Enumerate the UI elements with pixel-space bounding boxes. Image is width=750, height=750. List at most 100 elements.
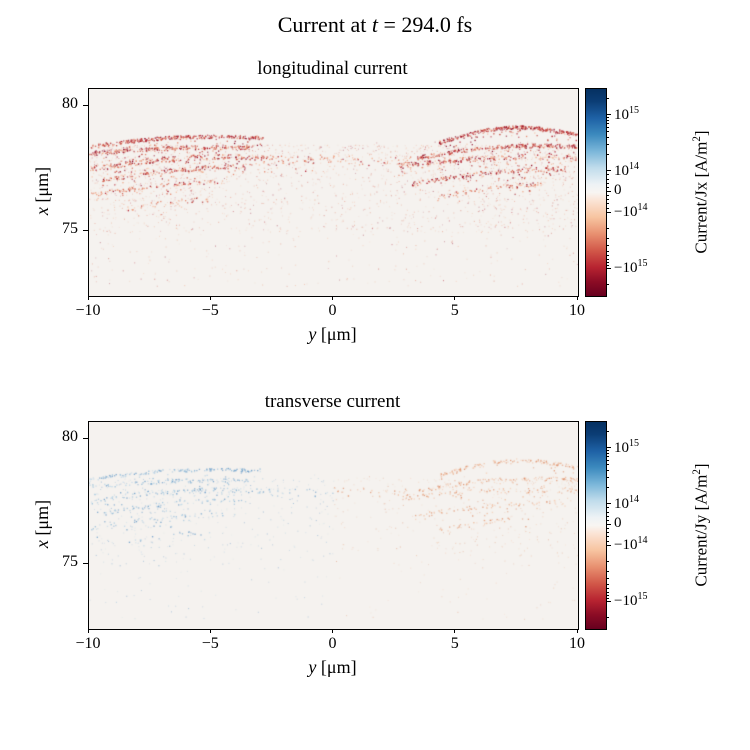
x-tick-mark: [576, 296, 578, 300]
x-tick-label: −10: [75, 302, 101, 319]
x-tick-label: 5: [450, 635, 459, 652]
colorbar-minor-tick-mark: [607, 511, 609, 513]
colorbar-minor-tick-mark: [607, 258, 609, 260]
colorbar-minor-tick-mark: [607, 97, 609, 99]
colorbar-tick-mark: [607, 503, 611, 505]
x-tick-mark: [454, 629, 456, 633]
colorbar-tick-label: 1015: [614, 437, 639, 456]
colorbar-tick-exponent: 14: [637, 202, 648, 214]
colorbar-tick-exponent: 14: [629, 493, 639, 505]
figure-title-suffix: = 294.0 fs: [377, 12, 473, 37]
colorbar-minor-tick-mark: [607, 116, 609, 118]
y-axis-label-variable: x: [32, 207, 52, 216]
heatmap-canvas-jx: [89, 89, 578, 296]
x-axis-label: y [μm]: [88, 324, 577, 345]
colorbar-minor-tick-mark: [607, 469, 609, 471]
y-tick-label: 75: [62, 220, 78, 237]
figure-title: Current at t = 294.0 fs: [0, 12, 750, 38]
panel-longitudinal-current: longitudinal current x [μm] y [μm] Curre…: [0, 50, 750, 383]
colorbar-tick-mark: [607, 544, 611, 546]
colorbar-minor-tick-mark: [607, 528, 609, 530]
colorbar-tick-mark: [607, 114, 611, 116]
y-axis-label: x [μm]: [32, 444, 52, 604]
colorbar-minor-tick-mark: [607, 199, 609, 201]
colorbar-label-jx: Current/Jx [A/m2]: [691, 72, 713, 312]
x-tick-mark: [332, 629, 333, 633]
colorbar-minor-tick-mark: [607, 262, 609, 264]
y-axis-label: x [μm]: [32, 111, 52, 271]
x-axis-label-variable: y: [308, 324, 317, 344]
x-axis-label-variable: y: [308, 657, 317, 677]
colorbar-minor-tick-mark: [607, 459, 609, 461]
colorbar-tick-exponent: 15: [637, 591, 648, 603]
colorbar-minor-tick-mark: [607, 228, 609, 230]
colorbar-minor-tick-mark: [607, 284, 609, 286]
colorbar-minor-tick-mark: [607, 255, 609, 257]
colorbar-tick-exponent: 15: [637, 258, 648, 270]
colorbar-minor-tick-mark: [607, 153, 609, 155]
colorbar-label-end: ]: [691, 463, 711, 470]
colorbar-tick-label: 1014: [614, 160, 639, 179]
colorbar-tick-mark: [607, 211, 611, 213]
x-tick-label: 5: [450, 302, 459, 319]
x-tick-label: −10: [75, 635, 101, 652]
colorbar-tick-exponent: 15: [629, 104, 639, 116]
panel-transverse-current: transverse current x [μm] y [μm] Current…: [0, 383, 750, 716]
y-axis-label-unit: [μm]: [32, 499, 52, 541]
colorbar-minor-tick-mark: [607, 207, 609, 209]
y-axis-label-unit: [μm]: [32, 166, 52, 208]
colorbar-tick-mark: [607, 267, 611, 269]
colorbar-minor-tick-mark: [607, 430, 609, 432]
colorbar-tick-label: 0: [614, 514, 622, 531]
colorbar-tick-label: 0: [614, 181, 622, 198]
colorbar-label-superscript: 2: [691, 469, 703, 475]
colorbar-tick-exponent: 14: [629, 160, 639, 172]
colorbar-label-end: ]: [691, 130, 711, 137]
x-axis-label-unit: [μm]: [316, 657, 357, 677]
colorbar-tick-label: −1015: [614, 258, 648, 277]
colorbar-minor-tick-mark: [607, 595, 609, 597]
colorbar-minor-tick-mark: [607, 265, 609, 267]
x-tick-label: 10: [569, 302, 585, 319]
y-tick-mark: [83, 229, 88, 231]
colorbar-tick-label: 1014: [614, 493, 639, 512]
colorbar-minor-tick-mark: [607, 456, 609, 458]
colorbar-minor-tick-mark: [607, 571, 609, 573]
x-tick-mark: [209, 296, 211, 300]
panel-title-transverse: transverse current: [264, 391, 401, 412]
colorbar-minor-tick-mark: [607, 186, 609, 188]
colorbar-minor-tick-mark: [607, 182, 609, 184]
x-tick-mark: [87, 296, 89, 300]
colorbar-minor-tick-mark: [607, 195, 609, 197]
colorbar-tick-label: −1015: [614, 591, 648, 610]
plot-area-jx: [88, 88, 579, 297]
y-tick-mark: [83, 104, 88, 106]
figure-title-prefix: Current at: [277, 12, 372, 37]
x-tick-mark: [87, 629, 89, 633]
colorbar-minor-tick-mark: [607, 245, 609, 247]
colorbar-minor-tick-mark: [607, 588, 609, 590]
colorbar-tick-label: 1015: [614, 104, 639, 123]
colorbar-minor-tick-mark: [607, 250, 609, 252]
colorbar-label-jy: Current/Jy [A/m2]: [691, 405, 713, 645]
x-tick-mark: [454, 296, 456, 300]
colorbar-gradient: [586, 422, 606, 629]
colorbar-minor-tick-mark: [607, 515, 609, 517]
colorbar-minor-tick-mark: [607, 507, 609, 509]
y-tick-mark: [83, 437, 88, 439]
colorbar-tick-mark: [607, 600, 611, 602]
x-axis-label: y [μm]: [88, 657, 577, 678]
panel-title-longitudinal: longitudinal current: [257, 58, 408, 79]
colorbar-tick-label: −1014: [614, 202, 648, 221]
colorbar-minor-tick-mark: [607, 536, 609, 538]
x-tick-label: 10: [569, 635, 585, 652]
y-tick-label: 75: [62, 553, 78, 570]
colorbar-minor-tick-mark: [607, 178, 609, 180]
y-tick-label: 80: [62, 95, 78, 112]
x-tick-label: 0: [328, 635, 337, 652]
colorbar-minor-tick-mark: [607, 238, 609, 240]
x-tick-mark: [576, 629, 578, 633]
colorbar-minor-tick-mark: [607, 131, 609, 133]
colorbar-minor-tick-mark: [607, 617, 609, 619]
